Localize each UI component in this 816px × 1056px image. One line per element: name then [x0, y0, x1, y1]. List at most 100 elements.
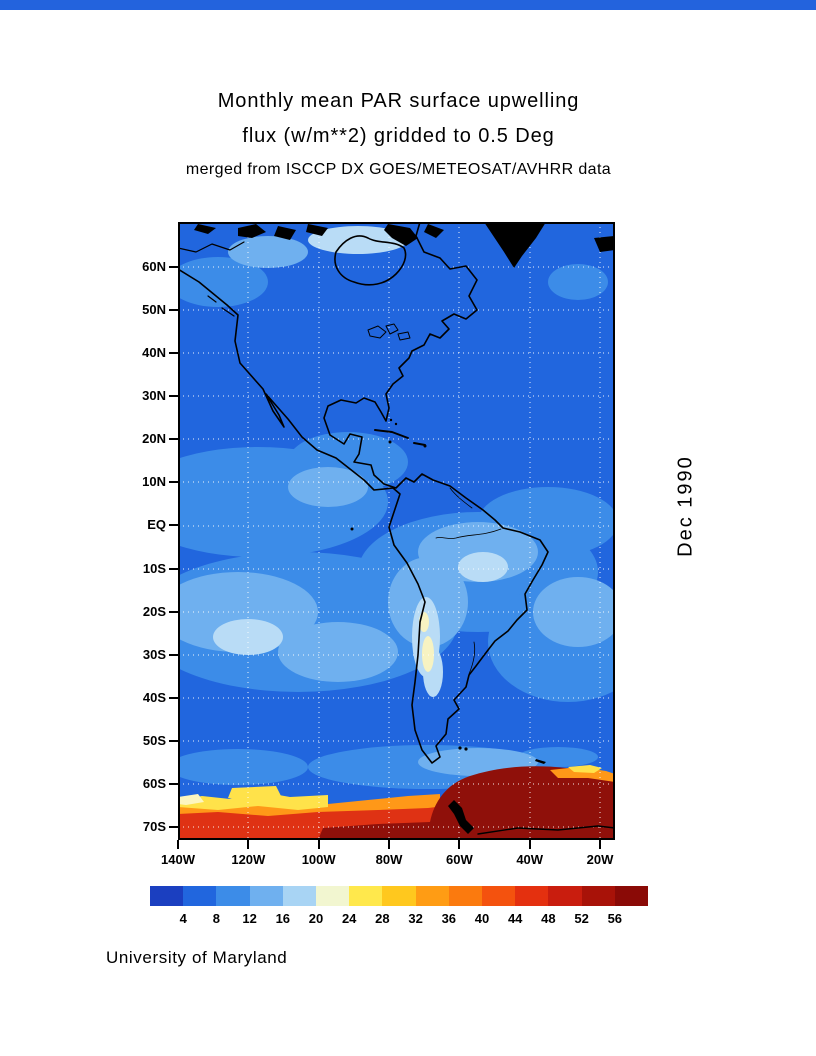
lat-tick-mark [169, 696, 178, 699]
colorbar-swatch [183, 886, 217, 906]
lat-tick-label: 50S [142, 732, 166, 748]
galapagos [350, 527, 354, 531]
colorbar-tick-label: 16 [275, 911, 291, 926]
top-edge-strip [0, 0, 816, 10]
colorbar-swatch [581, 886, 615, 906]
colorbar-swatch [282, 886, 317, 906]
lon-tick-label: 140W [161, 852, 195, 867]
colorbar-tick-label: 48 [541, 911, 556, 926]
alaska-coastline [178, 241, 245, 253]
lat-tick-mark [169, 309, 178, 312]
map-plot [178, 222, 615, 840]
falkland-islands-2 [464, 747, 468, 751]
date-label: Dec 1990 [674, 455, 697, 557]
lat-tick-mark [169, 739, 178, 742]
colorbar-tick-label: 56 [607, 911, 623, 926]
colorbar-tick-label: 28 [375, 911, 390, 926]
lat-tick-label: 50N [142, 302, 166, 318]
coastlines [178, 222, 615, 835]
lat-tick-label: EQ [147, 517, 166, 533]
colorbar-swatch [448, 886, 483, 906]
title-line-2: flux (w/m**2) gridded to 0.5 Deg [242, 125, 555, 147]
colorbar-swatch [548, 886, 582, 906]
colorbar-tick-label: 8 [212, 911, 220, 926]
orinoco-river [449, 487, 473, 509]
lat-tick-mark [169, 653, 178, 656]
colorbar-tick-label: 4 [179, 911, 187, 926]
lon-tick-mark [388, 840, 391, 849]
lon-tick-mark [599, 840, 602, 849]
map-svg [178, 222, 615, 840]
lat-tick-mark [169, 266, 178, 269]
colorbar-tick-label: 44 [507, 911, 523, 926]
hispaniola-coastline [413, 442, 426, 446]
lon-tick-label: 80W [375, 852, 403, 867]
lat-tick-label: 20S [142, 603, 166, 619]
antarctic-peninsula [448, 800, 474, 834]
flux-patches-16-20 [213, 226, 508, 697]
lat-tick-mark [169, 438, 178, 441]
arctic-islands [194, 224, 444, 246]
south-georgia [535, 759, 546, 764]
lat-tick-mark [169, 567, 178, 570]
lon-tick-mark [177, 840, 179, 849]
colorbar [150, 886, 649, 906]
lat-tick-mark [169, 826, 178, 829]
lon-tick-label: 100W [301, 852, 336, 867]
lat-tick-mark [169, 352, 178, 355]
bahamas [389, 418, 393, 422]
colorbar-swatch [382, 886, 416, 906]
lon-tick-label: 20W [586, 852, 614, 867]
iceland [594, 236, 615, 252]
colorbar-tick-label: 24 [341, 911, 357, 926]
lat-tick-label: 30S [142, 646, 166, 662]
antarctic-coastline [477, 825, 615, 835]
lat-tick-label: 20N [142, 431, 166, 447]
hudson-bay-coastline [334, 235, 407, 286]
colorbar-swatch [482, 886, 516, 906]
lat-tick-mark [169, 524, 178, 527]
amazon-river [435, 528, 502, 539]
colorbar-tick-label: 52 [574, 911, 589, 926]
colorbar-swatch [515, 886, 549, 906]
colorbar-tick-label: 36 [441, 911, 457, 926]
jamaica [388, 440, 392, 444]
parana-river [468, 641, 476, 675]
credit-text: University of Maryland [106, 948, 288, 967]
lat-tick-label: 60N [142, 259, 166, 275]
lon-tick-mark [317, 840, 320, 849]
graticule [178, 222, 615, 840]
lon-tick-label: 120W [231, 852, 266, 867]
lon-tick-label: 60W [445, 852, 473, 867]
lat-tick-label: 70S [142, 819, 166, 835]
colorbar-tick-label: 12 [242, 911, 257, 926]
lat-tick-label: 30N [142, 388, 166, 404]
colorbar-swatch [249, 886, 283, 906]
colorbar-swatch [316, 886, 350, 906]
lat-tick-mark [169, 782, 178, 785]
colorbar-tick-label: 32 [408, 911, 423, 926]
lat-tick-label: 60S [142, 775, 166, 791]
puerto-rico [423, 444, 427, 448]
colorbar-swatch [614, 886, 649, 906]
colorbar-swatch [216, 886, 250, 906]
lat-tick-mark [169, 395, 178, 398]
lon-tick-mark [247, 840, 250, 849]
vancouver-island [207, 295, 235, 317]
colorbar-swatch [349, 886, 383, 906]
plot-frame [178, 222, 615, 840]
colorbar-swatch [415, 886, 449, 906]
title-line-3: merged from ISCCP DX GOES/METEOSAT/AVHRR… [185, 161, 612, 178]
falkland-islands [458, 746, 462, 750]
lat-tick-label: 10S [142, 560, 166, 576]
greenland [484, 222, 546, 268]
colorbar-tick-label: 40 [474, 911, 490, 926]
lat-tick-label: 10N [142, 474, 166, 490]
title-block: Monthly mean PAR surface upwelling flux … [150, 84, 647, 183]
antarctic-high-flux-band [178, 765, 615, 840]
lat-tick-label: 40S [142, 689, 166, 705]
cuba-coastline [374, 429, 409, 439]
lat-tick-mark [169, 610, 178, 613]
americas-coastline [178, 222, 549, 764]
